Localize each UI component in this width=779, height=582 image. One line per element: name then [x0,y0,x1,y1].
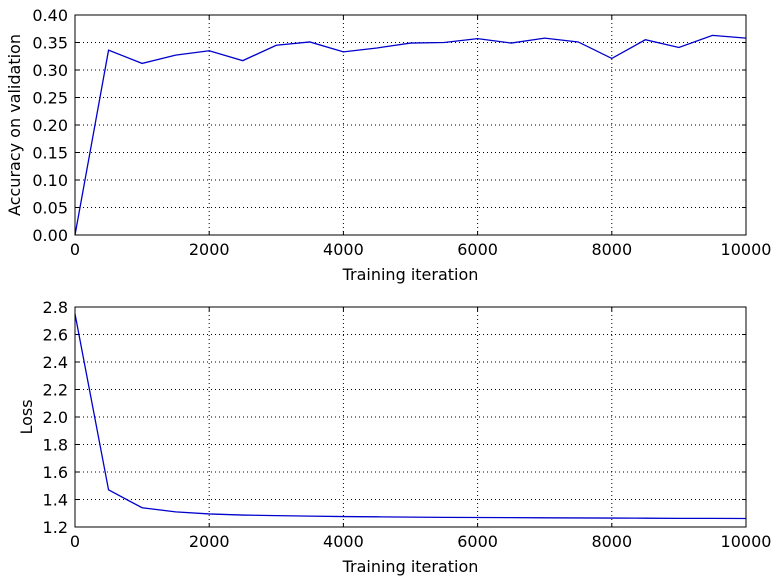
y-axis-label: Loss [17,399,36,434]
x-tick-label: 2000 [189,532,230,551]
y-tick-label: 0.10 [32,171,68,190]
x-tick-label: 2000 [189,240,230,259]
y-tick-label: 2.0 [43,408,68,427]
plot-frame [74,306,747,528]
y-tick-label: 2.6 [43,326,68,345]
x-tick-label: 8000 [591,532,632,551]
y-tick-label: 1.4 [43,491,68,510]
y-axis-label: Accuracy on validation [5,34,24,216]
y-tick-label: 1.8 [43,436,68,455]
x-axis-label: Training iteration [342,557,479,576]
y-tick-label: 2.8 [43,298,68,317]
x-tick-label: 10000 [721,240,772,259]
y-tick-label: 1.6 [43,463,68,482]
y-tick-label: 0.40 [32,6,68,25]
y-tick-label: 0.30 [32,61,68,80]
x-tick-label: 4000 [323,532,364,551]
y-tick-label: 2.4 [43,353,68,372]
y-tick-label: 0.00 [32,226,68,245]
x-tick-label: 6000 [457,532,498,551]
series-line-1 [74,313,747,520]
x-tick-label: 4000 [323,240,364,259]
x-axis-label: Training iteration [342,265,479,284]
series-line-1 [74,34,747,236]
plot-frame [74,14,747,236]
x-tick-label: 10000 [721,532,772,551]
y-tick-label: 0.35 [32,34,68,53]
y-tick-label: 1.2 [43,518,68,537]
y-tick-label: 2.2 [43,381,68,400]
y-tick-label: 0.05 [32,199,68,218]
y-tick-label: 0.25 [32,89,68,108]
subplot-1: 0 2000 4000 6000 8000 10000 0.00 0.05 0.10 0.15 0.… [5,6,771,284]
x-tick-label: 8000 [591,240,632,259]
y-tick-label: 0.15 [32,144,68,163]
subplot-2: 0 2000 4000 6000 8000 10000 1.2 1.4 1.6 1.8 2.0 2.2… [17,298,771,576]
x-tick-label: 0 [70,240,80,259]
x-tick-label: 0 [70,532,80,551]
y-tick-label: 0.20 [32,116,68,135]
x-tick-label: 6000 [457,240,498,259]
